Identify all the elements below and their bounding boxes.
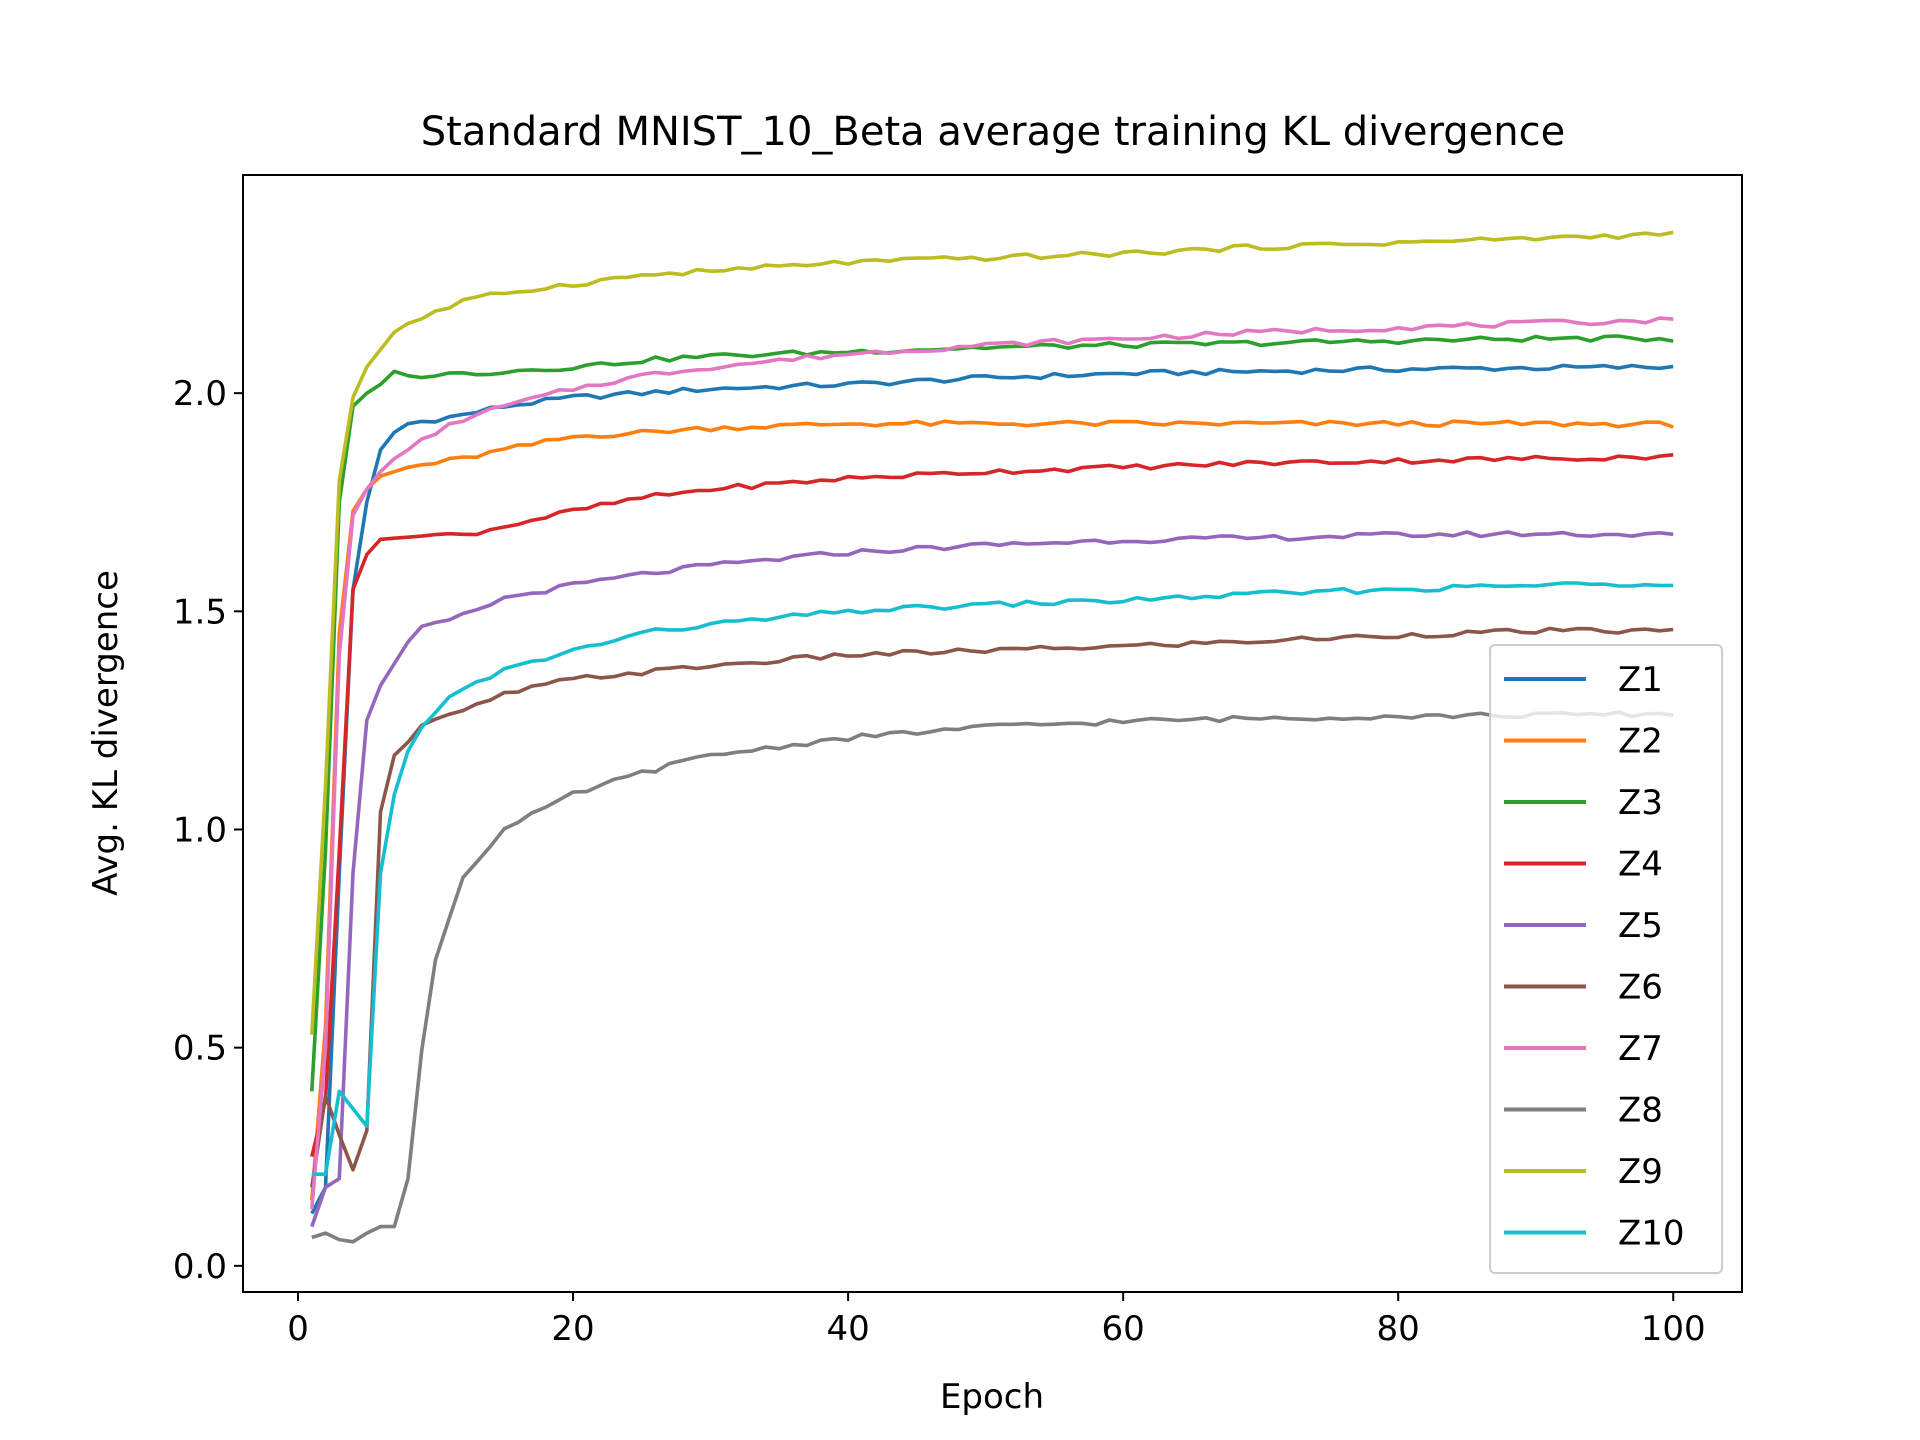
y-tick-label: 0.0: [173, 1247, 227, 1287]
legend: Z1 Z2 Z3 Z4 Z5 Z6 Z7 Z8 Z9 Z10: [1489, 644, 1723, 1274]
series-line-z4: [310, 453, 1674, 1158]
legend-label: Z8: [1618, 1091, 1663, 1131]
x-axis-label: Epoch: [940, 1377, 1044, 1417]
legend-label: Z3: [1618, 783, 1663, 823]
plot-lines: [310, 230, 1674, 1244]
y-tick-label: 1.0: [173, 810, 227, 850]
y-tick-label: 0.5: [173, 1029, 227, 1069]
chart-title: Standard MNIST_10_Beta average training …: [421, 109, 1565, 155]
legend-label: Z5: [1618, 906, 1663, 946]
x-tick-label: 60: [1102, 1309, 1145, 1349]
x-tick-label: 100: [1641, 1309, 1706, 1349]
legend-label: Z9: [1618, 1152, 1663, 1192]
legend-label: Z2: [1618, 722, 1663, 762]
legend-label: Z6: [1618, 968, 1663, 1008]
y-tick-label: 1.5: [173, 592, 227, 632]
y-axis-label: Avg. KL divergence: [86, 570, 126, 896]
series-line-z2: [310, 419, 1674, 1201]
series-line-z9: [310, 230, 1674, 1035]
x-tick-label: 0: [287, 1309, 309, 1349]
series-line-z6: [310, 626, 1674, 1188]
x-axis: 0 20 40 60 80 100: [287, 1292, 1706, 1349]
legend-label: Z4: [1618, 845, 1663, 885]
series-line-z8: [311, 710, 1674, 1244]
series-line-z3: [310, 334, 1674, 1092]
y-axis: 0.0 0.5 1.0 1.5 2.0: [173, 374, 243, 1287]
y-tick-label: 2.0: [173, 374, 227, 414]
x-tick-label: 20: [551, 1309, 594, 1349]
series-line-z1: [310, 363, 1674, 1215]
x-tick-label: 80: [1377, 1309, 1420, 1349]
legend-label: Z10: [1618, 1214, 1685, 1254]
series-line-z7: [310, 316, 1674, 1210]
series-line-z5: [310, 530, 1674, 1228]
legend-label: Z1: [1618, 660, 1663, 700]
plot-area-frame: [242, 174, 1743, 1293]
x-tick-label: 40: [826, 1309, 869, 1349]
series-line-z10: [311, 581, 1674, 1176]
legend-label: Z7: [1618, 1029, 1663, 1069]
